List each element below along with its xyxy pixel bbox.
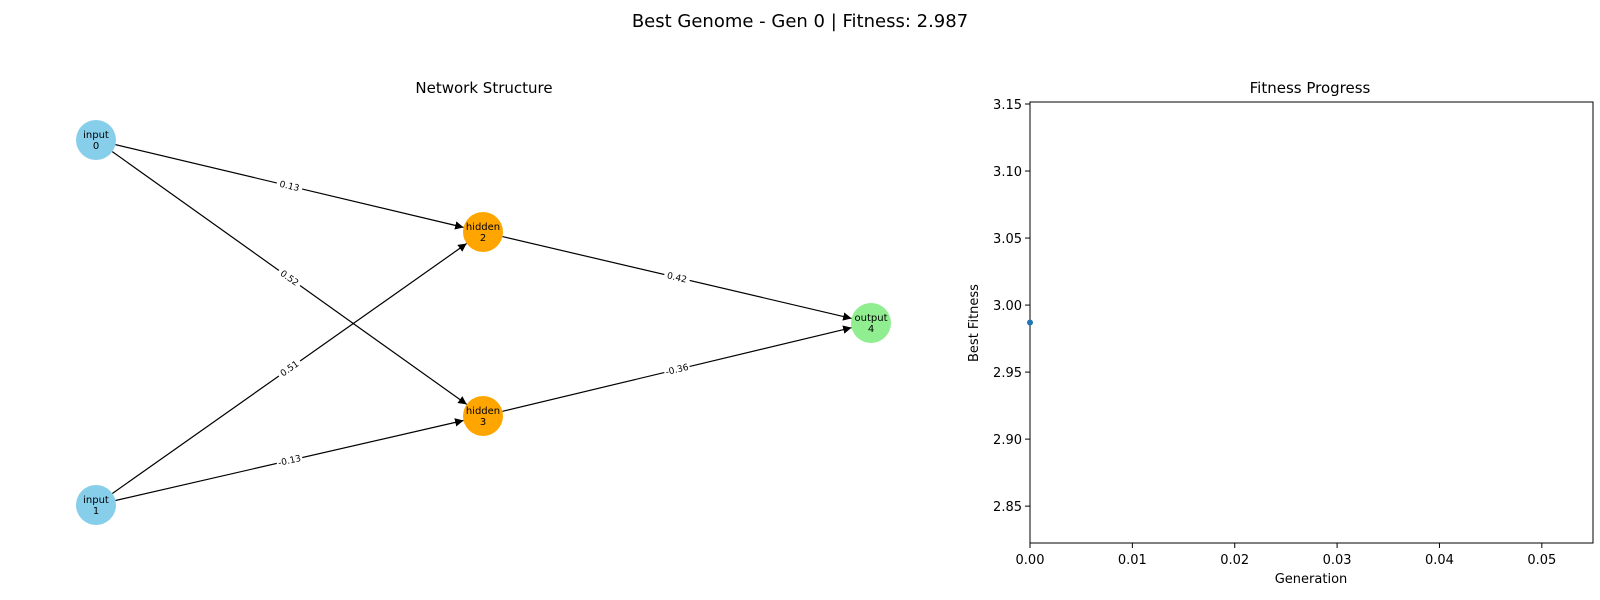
x-tick-label: 0.00 [1016,553,1045,568]
node-label-id: 3 [480,417,486,428]
edge-label-bg [275,177,304,195]
edge-label-bg [275,451,304,470]
data-point [1027,319,1033,326]
node-circle [463,212,503,252]
figure-suptitle: Best Genome - Gen 0 | Fitness: 2.987 [632,11,968,32]
node-label-type: hidden [466,406,500,417]
y-tick-label: 2.90 [993,433,1022,448]
edge-label-bg [662,268,692,287]
node-label-id: 1 [93,506,99,517]
plot-frame [1029,101,1594,544]
y-tick-label: 2.95 [993,366,1022,381]
x-tick-label: 0.03 [1323,553,1352,568]
node-circle [463,396,503,436]
edge-weight-label: 0.13 [278,180,300,194]
node-circle [76,120,116,160]
x-tick-label: 0.05 [1527,553,1556,568]
x-tick-label: 0.02 [1220,553,1249,568]
node-label-id: 2 [480,233,486,244]
node-circle [76,485,116,525]
y-ticks: 2.85 2.90 2.95 3.00 3.05 3.10 3.15 [993,98,1030,515]
edge-label-bg [275,265,304,291]
x-ticks: 0.00 0.01 0.02 0.03 0.04 0.05 [1016,543,1556,568]
node-label-id: 0 [93,141,99,152]
x-axis-label: Generation [1275,572,1348,587]
y-tick-label: 3.05 [993,232,1022,247]
node-circle [851,303,891,343]
y-tick-label: 3.15 [993,98,1022,113]
edge-weight-label: -0.36 [665,363,690,378]
y-tick-label: 3.00 [993,299,1022,314]
network-panel: Network Structure 0.130.520.51-0.130.42-… [76,79,891,525]
series-markers [1027,319,1033,326]
node-label-type: output [855,313,888,324]
edge-label-bg [662,360,692,379]
node-label-type: input [83,130,109,141]
x-tick-label: 0.01 [1118,553,1147,568]
network-title: Network Structure [415,79,552,97]
y-tick-label: 2.85 [993,500,1022,515]
edge-weight-label: -0.13 [277,454,302,469]
node-label-type: input [83,495,109,506]
edge-label-bg [275,356,304,381]
network-edges: 0.130.520.51-0.130.42-0.36 [111,144,852,502]
x-tick-label: 0.04 [1425,553,1454,568]
chart-title: Fitness Progress [1250,79,1371,97]
node-label-type: hidden [466,222,500,233]
node-label-id: 4 [868,324,874,335]
fitness-chart: Fitness Progress 0.00 0.01 0.02 0.03 0.04 0.0… [967,79,1594,587]
y-tick-label: 3.10 [993,165,1022,180]
y-axis-label: Best Fitness [967,284,982,362]
edge-weight-label: 0.42 [666,271,688,285]
